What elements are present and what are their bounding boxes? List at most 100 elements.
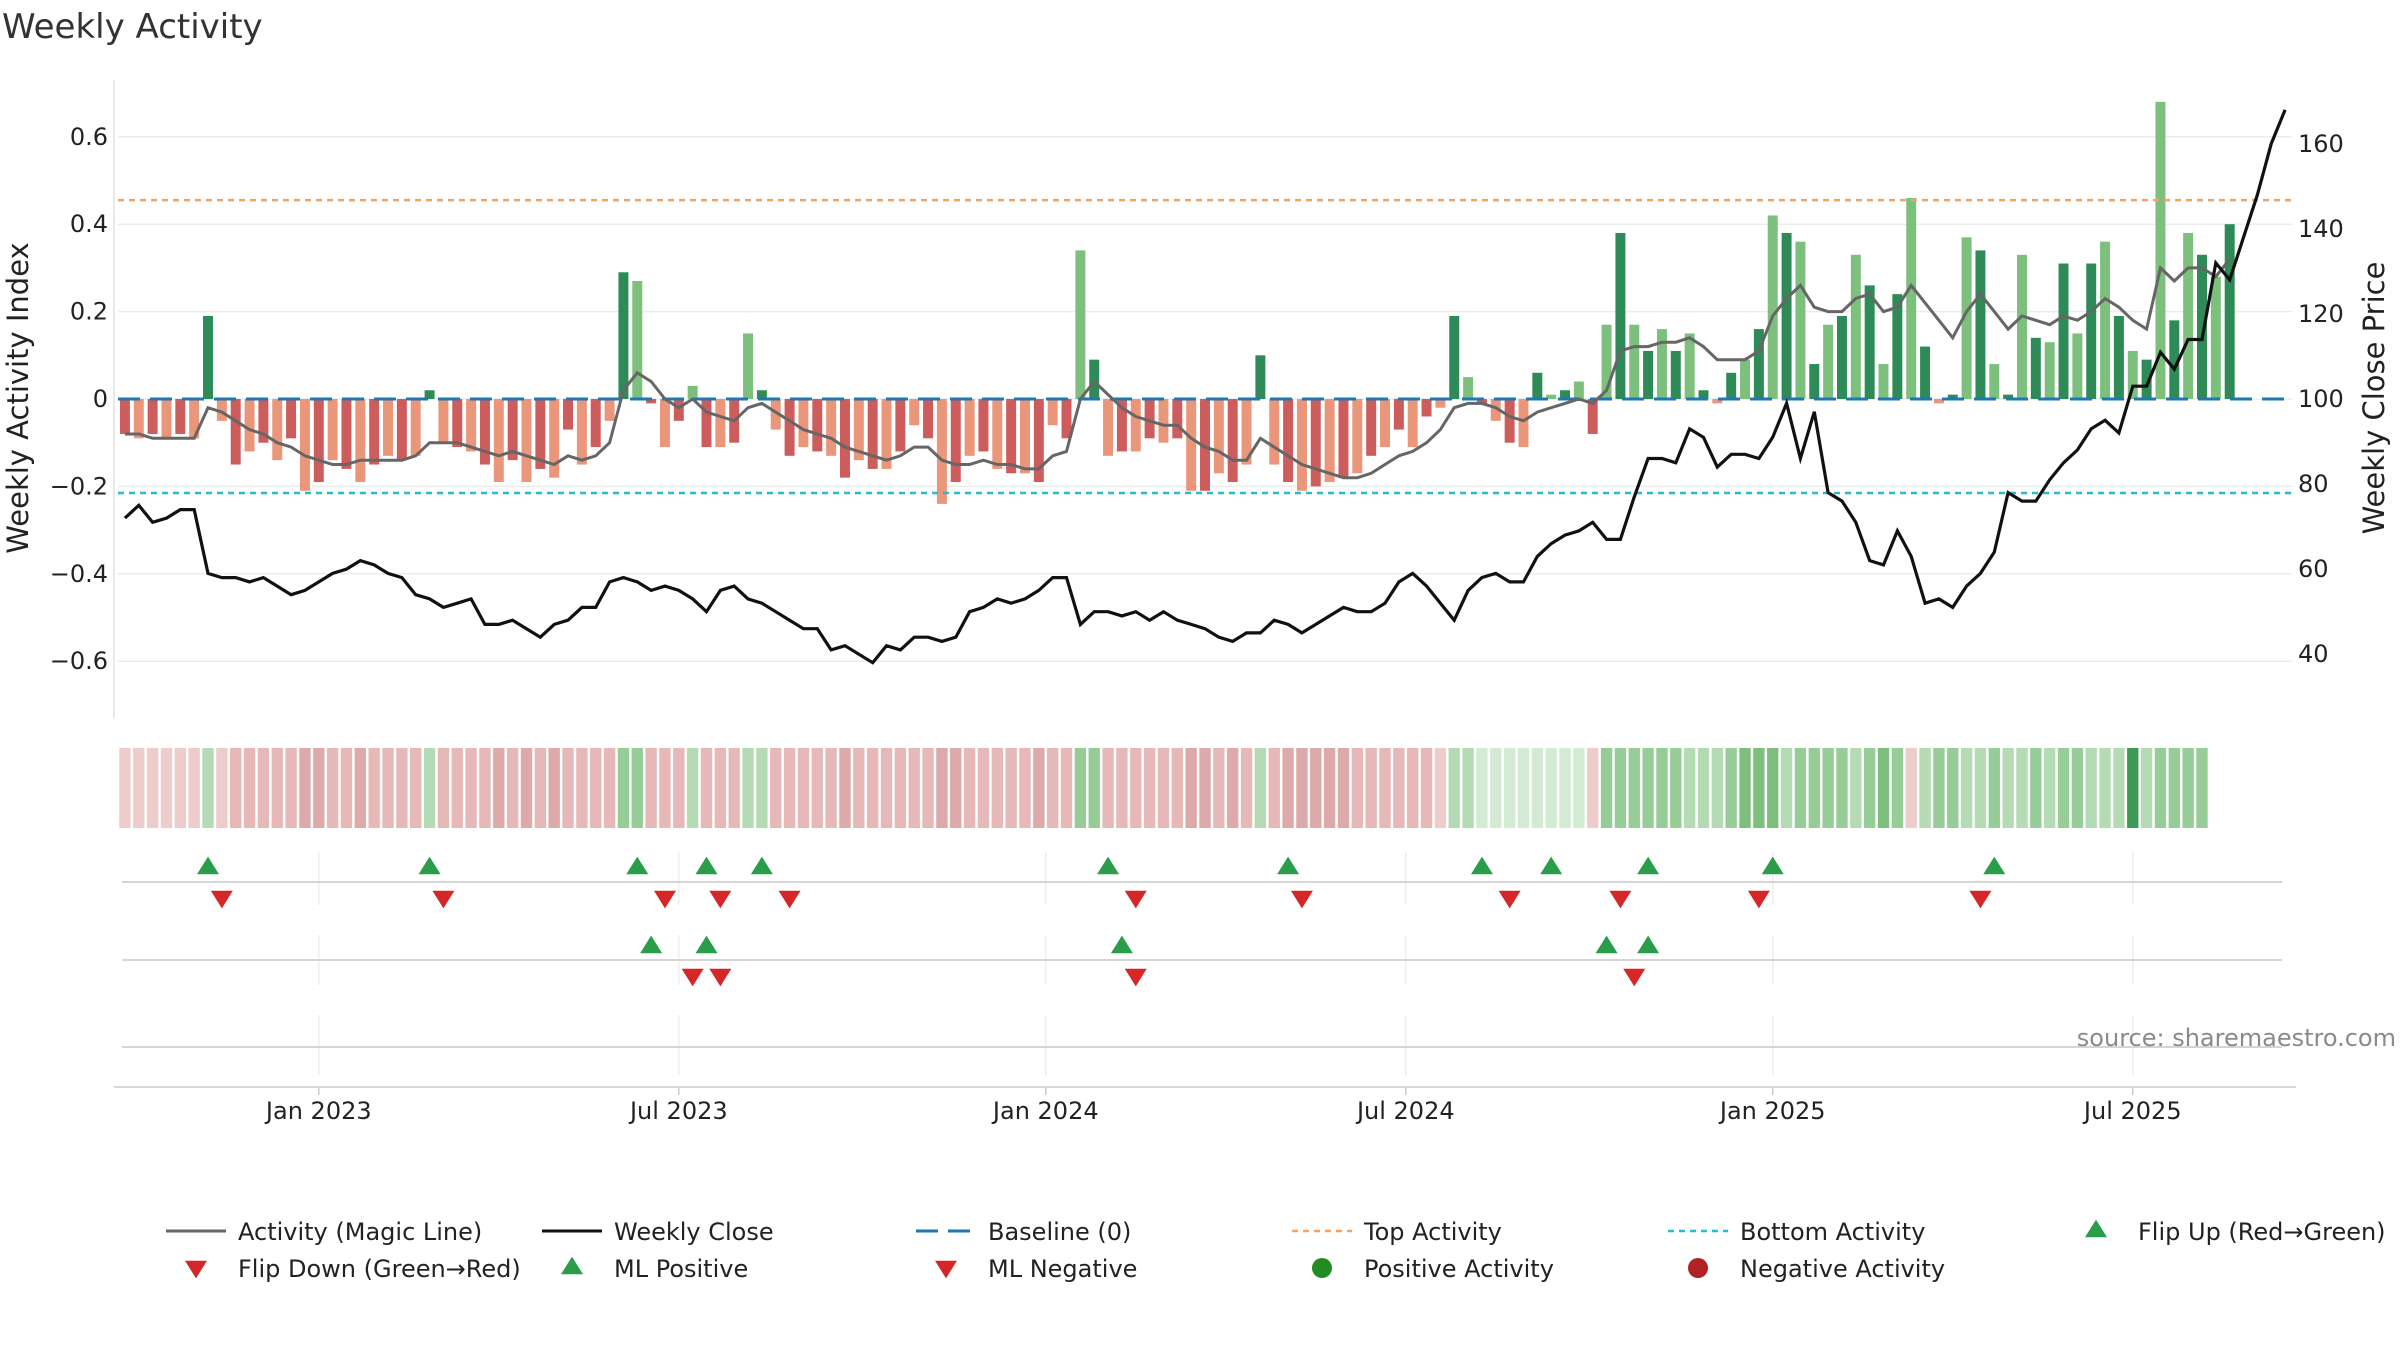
heatmap-cell [756, 748, 768, 828]
heatmap-cell [1780, 748, 1793, 828]
activity-bar [1006, 399, 1017, 474]
heatmap-cell [1462, 748, 1474, 828]
activity-bar [2210, 276, 2221, 399]
y2-tick-label: 60 [2298, 555, 2329, 583]
activity-bar [1892, 294, 1903, 399]
activity-bar [895, 399, 906, 452]
heatmap-cell [1974, 748, 1987, 828]
activity-bar [798, 399, 809, 448]
activity-bar [1061, 399, 1072, 439]
heatmap-cell [368, 748, 380, 828]
flip-up-marker [1470, 856, 1493, 875]
activity-bar [964, 399, 975, 456]
heatmap-cell [1240, 748, 1253, 828]
heatmap-cell [811, 748, 823, 828]
heatmap-cell [1947, 748, 1959, 828]
activity-bar [1255, 355, 1266, 399]
heatmap-cell [299, 748, 311, 828]
activity-bar [1324, 399, 1335, 483]
legend-swatch-negative-dot [1688, 1258, 1708, 1278]
x-grid-lines [318, 852, 2134, 1075]
activity-bar [147, 399, 158, 434]
heatmap-cell [410, 748, 422, 828]
heatmap-cell [133, 748, 145, 828]
flip-up-marker [750, 856, 773, 875]
heatmap-cell [1213, 748, 1225, 828]
activity-bar [1975, 250, 1986, 399]
heatmap-cell [617, 748, 630, 828]
heatmap-cell [1407, 748, 1419, 828]
legend-label: Positive Activity [1364, 1255, 1554, 1283]
activity-bar [1823, 324, 1834, 399]
activity-bar [452, 399, 463, 448]
weekly-close-series [123, 109, 2287, 665]
legend-label: ML Positive [614, 1255, 748, 1283]
activity-bar [756, 390, 767, 399]
activity-bar [1546, 394, 1557, 399]
activity-bar [1587, 399, 1598, 434]
activity-bar [1103, 399, 1114, 456]
activity-bar [812, 399, 823, 452]
heatmap-cell [1503, 748, 1516, 828]
heatmap-cell [1227, 748, 1239, 828]
heatmap-cell [1102, 748, 1114, 828]
heatmap-cell [1670, 748, 1682, 828]
heatmap-cell [1185, 748, 1197, 828]
flip-up-marker [1637, 856, 1660, 875]
heatmap-cell [1420, 748, 1433, 828]
activity-bar [1213, 399, 1224, 474]
activity-bar [2127, 350, 2138, 399]
activity-bar [1449, 315, 1460, 399]
heatmap-cell [1656, 748, 1668, 828]
legend-swatch-down-triangle [935, 1260, 957, 1279]
heatmap-cell [1393, 748, 1405, 828]
heatmap-cell [880, 748, 893, 828]
activity-bar [396, 399, 407, 461]
activity-bar [479, 399, 490, 465]
heatmap-cell [1711, 748, 1724, 828]
heatmap-cell [2057, 748, 2070, 828]
x-tick-label: Jan 2025 [1718, 1097, 1826, 1125]
heatmap-cell [1531, 748, 1544, 828]
heatmap-cell [1130, 748, 1142, 828]
heatmap-cell [188, 748, 200, 828]
legend-label: Negative Activity [1740, 1255, 1945, 1283]
activity-bar [161, 399, 172, 439]
y-axis-label: Weekly Activity Index [1, 242, 35, 553]
heatmap-cell [382, 748, 394, 828]
heatmap-cell [2099, 748, 2111, 828]
heatmap-cell [936, 748, 948, 828]
activity-bar [1407, 399, 1418, 448]
activity-bar [1615, 232, 1626, 399]
heatmap-cell [2016, 748, 2028, 828]
flip-down-marker [432, 890, 455, 909]
legend-label: Bottom Activity [1740, 1218, 1925, 1246]
ml-positive-marker [1637, 935, 1660, 954]
y-tick-label: 0.2 [70, 298, 108, 326]
heatmap-cell [160, 748, 173, 828]
source-credit: source: sharemaestro.com [2077, 1024, 2396, 1052]
heatmap-cell [493, 748, 505, 828]
heatmap-cell [562, 748, 574, 828]
heatmap-cell [2030, 748, 2042, 828]
ml-positive-marker [695, 935, 718, 954]
activity-bar [632, 281, 643, 399]
x-tick-label: Jan 2024 [991, 1097, 1099, 1125]
activity-bar [784, 399, 795, 456]
ml-negative-marker [709, 968, 732, 987]
magic-line-series [124, 258, 2231, 480]
activity-bar [355, 399, 366, 483]
activity-bar [1656, 329, 1667, 399]
activity-bar [1698, 390, 1709, 399]
activity-bar [1020, 399, 1030, 474]
activity-bar [216, 399, 227, 421]
heatmap-cell [1725, 748, 1737, 828]
heatmap-cell [1808, 748, 1820, 828]
activity-bar [2030, 337, 2041, 399]
heatmap-cell [1697, 748, 1710, 828]
heatmap-cell [783, 748, 796, 828]
heatmap-cell [742, 748, 754, 828]
legend: Activity (Magic Line) Weekly Close Baselin… [166, 1218, 2386, 1283]
heatmap-cell [603, 748, 616, 828]
heatmap-cell [1850, 748, 1862, 828]
